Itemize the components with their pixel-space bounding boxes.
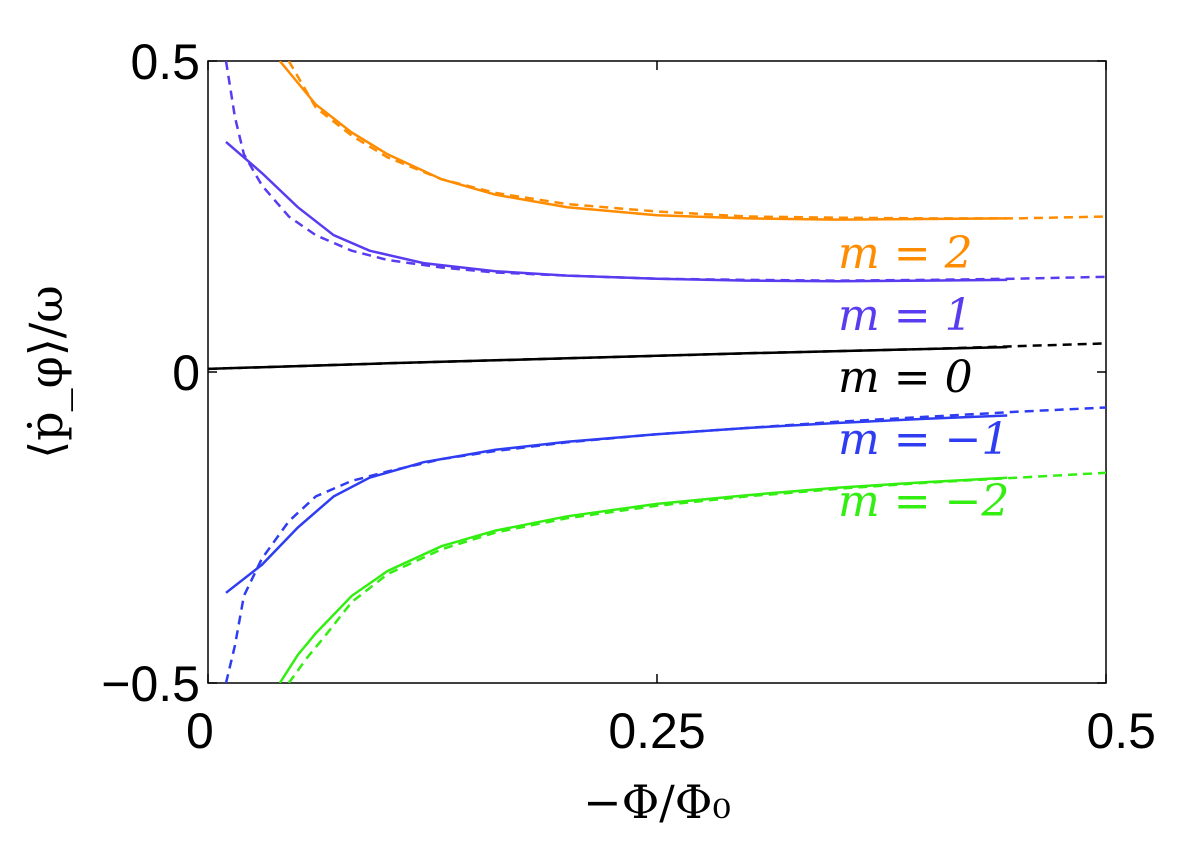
series-label-4: m = −2 xyxy=(838,476,1009,527)
series-dashed-line-0 xyxy=(287,61,1106,220)
y-tick-label: 0.5 xyxy=(130,34,200,90)
series-label-1: m = 1 xyxy=(838,290,973,341)
x-tick-label: 0.5 xyxy=(1086,703,1156,759)
x-tick-label: 0 xyxy=(186,703,214,759)
series-solid-line-2 xyxy=(208,345,1008,371)
series-labels-layer: m = 2 m = 1 m = 0 m = −1 m = −2 xyxy=(838,228,1009,527)
y-tick-label: −0.5 xyxy=(101,656,200,712)
series-dashed-line-3 xyxy=(224,406,1106,683)
series-label-0: m = 2 xyxy=(838,228,973,279)
series-dashed-line-1 xyxy=(224,61,1106,282)
y-axis-label: ⟨ṗ_φ⟩/ω xyxy=(19,285,73,459)
ticks-layer: 0 0.25 0.5−0.500.5 xyxy=(101,34,1156,759)
series-label-2: m = 0 xyxy=(838,352,973,403)
series-solid-line-1 xyxy=(225,140,1008,283)
series-solid-line-3 xyxy=(225,414,1008,594)
x-axis-label: −Φ/Φ₀ xyxy=(583,775,731,829)
y-tick-label: 0 xyxy=(172,345,200,401)
series-layer xyxy=(208,61,1106,683)
series-solid-line-0 xyxy=(278,61,1008,221)
x-tick-label: 0.25 xyxy=(608,703,705,759)
series-label-3: m = −1 xyxy=(838,414,1009,465)
series-solid-line-4 xyxy=(278,476,1008,683)
